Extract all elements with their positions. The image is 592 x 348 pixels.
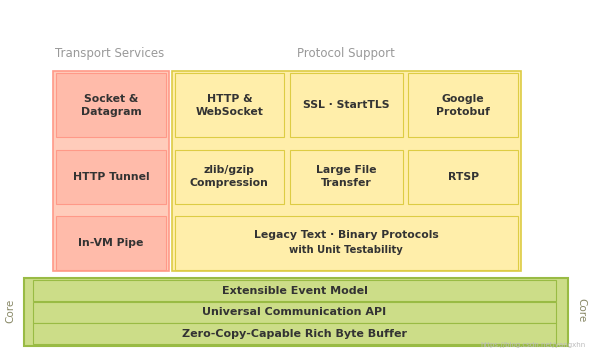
Bar (290, 150, 403, 204)
Text: Legacy Text · Binary Protocols: Legacy Text · Binary Protocols (254, 230, 439, 240)
Text: with Unit Testability: with Unit Testability (289, 245, 403, 255)
Bar (33, 323, 556, 344)
Text: HTTP Tunnel: HTTP Tunnel (73, 172, 149, 182)
Bar (53, 71, 169, 271)
Bar (175, 73, 284, 137)
Text: Core: Core (6, 298, 15, 323)
Text: Extensible Event Model: Extensible Event Model (221, 286, 368, 295)
Bar (408, 73, 518, 137)
Text: Core: Core (577, 298, 586, 323)
Text: https://blog.csdn.net/yangxhn: https://blog.csdn.net/yangxhn (481, 342, 586, 348)
Text: RTSP: RTSP (448, 172, 479, 182)
Text: In-VM Pipe: In-VM Pipe (78, 238, 144, 248)
Bar (56, 150, 166, 204)
Bar (175, 216, 518, 270)
Bar (172, 71, 521, 271)
Text: Google
Protobuf: Google Protobuf (436, 94, 490, 117)
Text: Transport Services: Transport Services (55, 47, 164, 61)
Bar (175, 150, 284, 204)
Bar (56, 73, 166, 137)
Text: Socket &
Datagram: Socket & Datagram (81, 94, 141, 117)
Bar (290, 73, 403, 137)
Bar (408, 150, 518, 204)
Text: zlib/gzip
Compression: zlib/gzip Compression (190, 165, 269, 188)
Bar (56, 216, 166, 270)
Bar (33, 280, 556, 301)
Text: HTTP &
WebSocket: HTTP & WebSocket (195, 94, 263, 117)
Text: Universal Communication API: Universal Communication API (202, 307, 387, 317)
Text: Zero-Copy-Capable Rich Byte Buffer: Zero-Copy-Capable Rich Byte Buffer (182, 329, 407, 339)
Bar (33, 302, 556, 323)
Text: Protocol Support: Protocol Support (297, 47, 395, 61)
Bar (24, 278, 568, 346)
Text: Large File
Transfer: Large File Transfer (316, 165, 377, 188)
Text: SSL · StartTLS: SSL · StartTLS (303, 100, 390, 110)
